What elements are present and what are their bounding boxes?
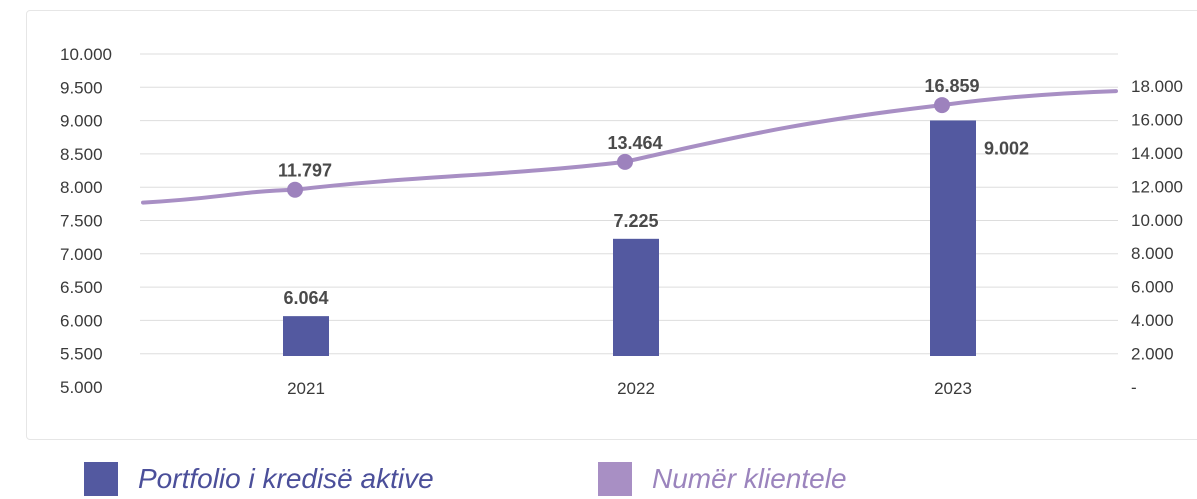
line-point <box>934 97 950 114</box>
left-tick-label: 10.000 <box>60 45 112 64</box>
legend-label-clients: Numër klientele <box>652 463 847 494</box>
left-tick-label: 8.500 <box>60 145 103 164</box>
left-tick-label: 7.000 <box>60 245 103 264</box>
category-label: 2022 <box>617 379 655 398</box>
legend-label-portfolio: Portfolio i kredisë aktive <box>138 463 434 494</box>
bar <box>283 316 329 356</box>
left-tick-label: 9.500 <box>60 78 103 97</box>
left-tick-label: 7.500 <box>60 212 103 231</box>
left-tick-label: 9.000 <box>60 112 103 131</box>
right-tick-label: 2.000 <box>1131 345 1174 364</box>
right-tick-label: 4.000 <box>1131 311 1174 330</box>
left-tick-label: 8.000 <box>60 178 103 197</box>
left-tick-label: 5.500 <box>60 345 103 364</box>
left-tick-label: 6.000 <box>60 311 103 330</box>
chart-frame <box>26 10 1197 440</box>
bar-data-label: 7.225 <box>613 211 658 231</box>
bar <box>930 120 976 356</box>
bar <box>613 238 659 356</box>
right-tick-label: 18.000 <box>1131 77 1183 96</box>
legend-swatch-bar <box>84 462 118 496</box>
legend-item-clients: Numër klientele <box>598 462 847 496</box>
line-point <box>617 153 633 170</box>
category-label: 2021 <box>287 379 325 398</box>
right-tick-label: 6.000 <box>1131 278 1174 297</box>
bar-data-label: 9.002 <box>984 138 1029 158</box>
right-tick-label: 12.000 <box>1131 177 1183 196</box>
line-data-label: 16.859 <box>924 76 979 96</box>
line-data-label: 13.464 <box>607 133 662 153</box>
right-tick-label: 14.000 <box>1131 144 1183 163</box>
right-tick-label: 8.000 <box>1131 244 1174 263</box>
left-tick-label: 6.500 <box>60 278 103 297</box>
line-data-label: 11.797 <box>278 161 332 181</box>
combo-chart: 5.000 5.500 6.000 6.500 7.000 7.500 8.000 8.500… <box>60 45 1183 398</box>
legend-swatch-line <box>598 462 632 496</box>
legend-item-portfolio: Portfolio i kredisë aktive <box>84 462 434 496</box>
right-tick-label: 10.000 <box>1131 211 1183 230</box>
line-point <box>287 181 303 198</box>
left-tick-label: 5.000 <box>60 378 103 397</box>
bar-data-label: 6.064 <box>283 288 328 308</box>
legend: Portfolio i kredisë aktive Numër kliente… <box>84 462 1184 498</box>
category-label: 2023 <box>934 379 972 398</box>
right-tick-label: - <box>1131 378 1137 397</box>
right-tick-label: 16.000 <box>1131 110 1183 129</box>
